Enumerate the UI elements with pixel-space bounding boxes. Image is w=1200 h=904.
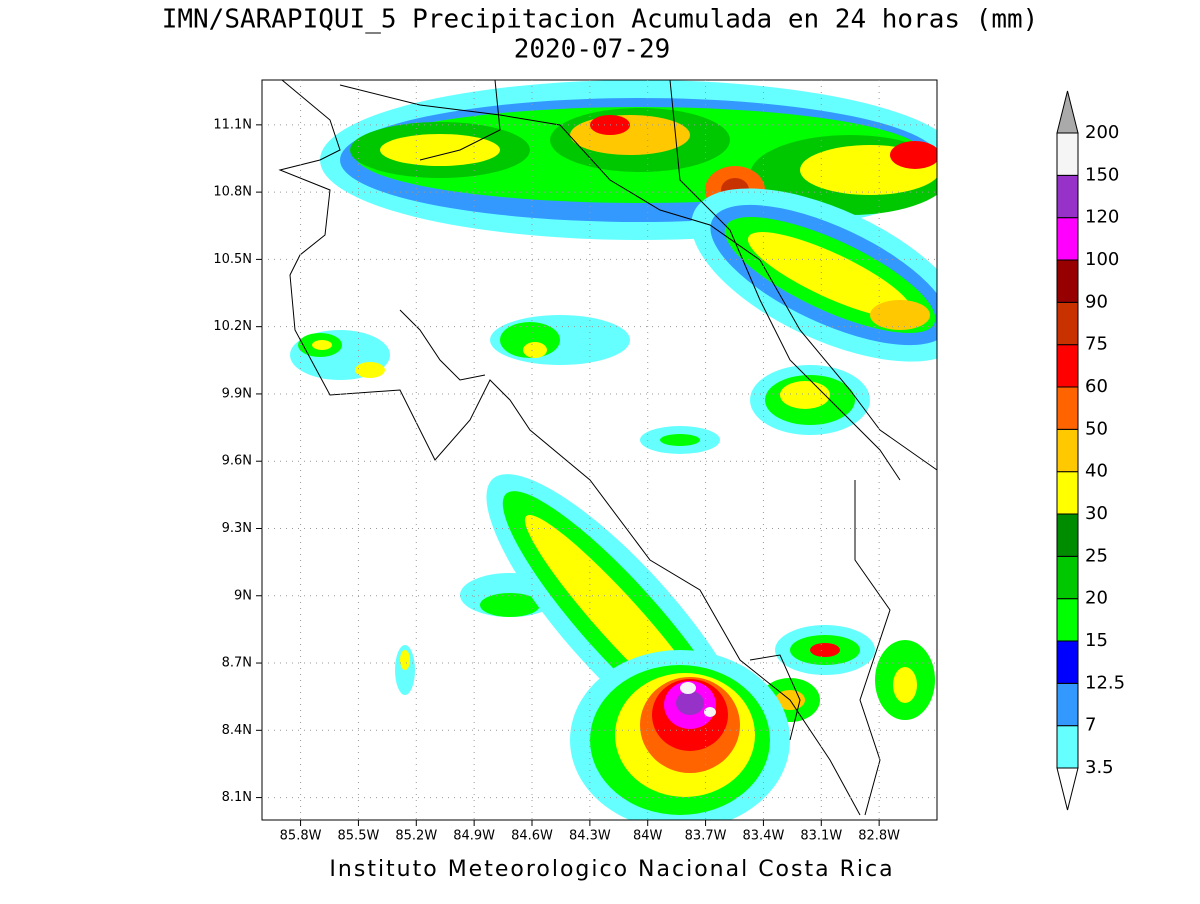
x-tick-label: 84.6W [511,829,553,844]
plot-frame [261,79,938,821]
rain-band-pacific [486,474,790,820]
x-tick-label: 85.8W [280,829,322,844]
colorbar-high-triangle [1056,90,1079,134]
y-tick-label: 8.1N [222,790,252,805]
x-tick-label: 84W [633,829,663,844]
colorbar-label: 30 [1085,503,1108,524]
y-tick-label: 9.3N [222,521,252,536]
colorbar-label: 75 [1085,334,1108,355]
y-tick-label: 8.4N [222,723,252,738]
x-tick-label: 83.1W [800,829,842,844]
y-tick-label: 8.7N [222,656,252,671]
colorbar-swatch [1056,428,1079,473]
x-tick-label: 85.2W [395,829,437,844]
colorbar-swatch [1056,259,1079,303]
y-tick-label: 10.2N [213,319,252,334]
colorbar-swatch [1056,725,1079,769]
axes: 85.8W 85.5W 85.2W 84.9W 84.6W 84.3W 84W 83.7W 83… [213,80,937,844]
colorbar-label: 3.5 [1085,757,1114,778]
x-tick-label: 82.8W [858,829,900,844]
colorbar-low-triangle [1056,767,1079,811]
colorbar-swatch [1056,682,1079,727]
colorbar-swatch [1056,598,1079,642]
x-tick-label: 84.3W [569,829,611,844]
colorbar-label: 50 [1085,418,1108,439]
colorbar-swatch [1056,344,1079,388]
colorbar-swatch [1056,640,1079,684]
colorbar-label: 100 [1085,249,1119,270]
x-tick-label: 83.7W [685,829,727,844]
colorbar-swatch [1056,174,1079,219]
colorbar-label: 7 [1085,715,1096,736]
colorbar-label: 12.5 [1085,672,1125,693]
colorbar-swatch [1056,471,1079,515]
colorbar-label: 15 [1085,630,1108,651]
colorbar-label: 20 [1085,588,1108,609]
subtitle: 2020-07-29 [514,35,671,65]
y-tick-label: 10.8N [213,185,252,200]
y-tick-label: 11.1N [213,117,252,132]
precip-field [290,80,937,820]
colorbar-swatch [1056,386,1079,430]
y-tick-label: 9N [234,588,252,603]
rain-band-north [320,80,937,240]
x-tick-label: 83.4W [743,829,785,844]
footer: Instituto Meteorologico Nacional Costa R… [329,857,894,882]
colorbar: 3.5 7 12.5 15 20 25 30 40 50 60 75 90 100 120 150 200 [1056,90,1125,811]
coastlines [278,79,938,816]
y-tick-label: 9.9N [222,386,252,401]
colorbar-label: 150 [1085,164,1119,185]
colorbar-label: 120 [1085,207,1119,228]
title: IMN/SARAPIQUI_5 Precipitacion Acumulada … [162,5,1039,35]
x-tick-label: 85.5W [338,829,380,844]
colorbar-label: 90 [1085,291,1108,312]
colorbar-swatch [1056,555,1079,600]
colorbar-swatch [1056,132,1079,176]
colorbar-swatch [1056,217,1079,261]
colorbar-swatch [1056,301,1079,346]
colorbar-label: 60 [1085,376,1108,397]
rain-band-caribbean [691,188,937,435]
colorbar-label: 40 [1085,461,1108,482]
colorbar-label: 200 [1085,122,1119,143]
y-tick-label: 9.6N [222,454,252,469]
colorbar-label: 25 [1085,545,1108,566]
x-tick-label: 84.9W [453,829,495,844]
y-tick-label: 10.5N [213,252,252,267]
colorbar-swatch [1056,513,1079,557]
